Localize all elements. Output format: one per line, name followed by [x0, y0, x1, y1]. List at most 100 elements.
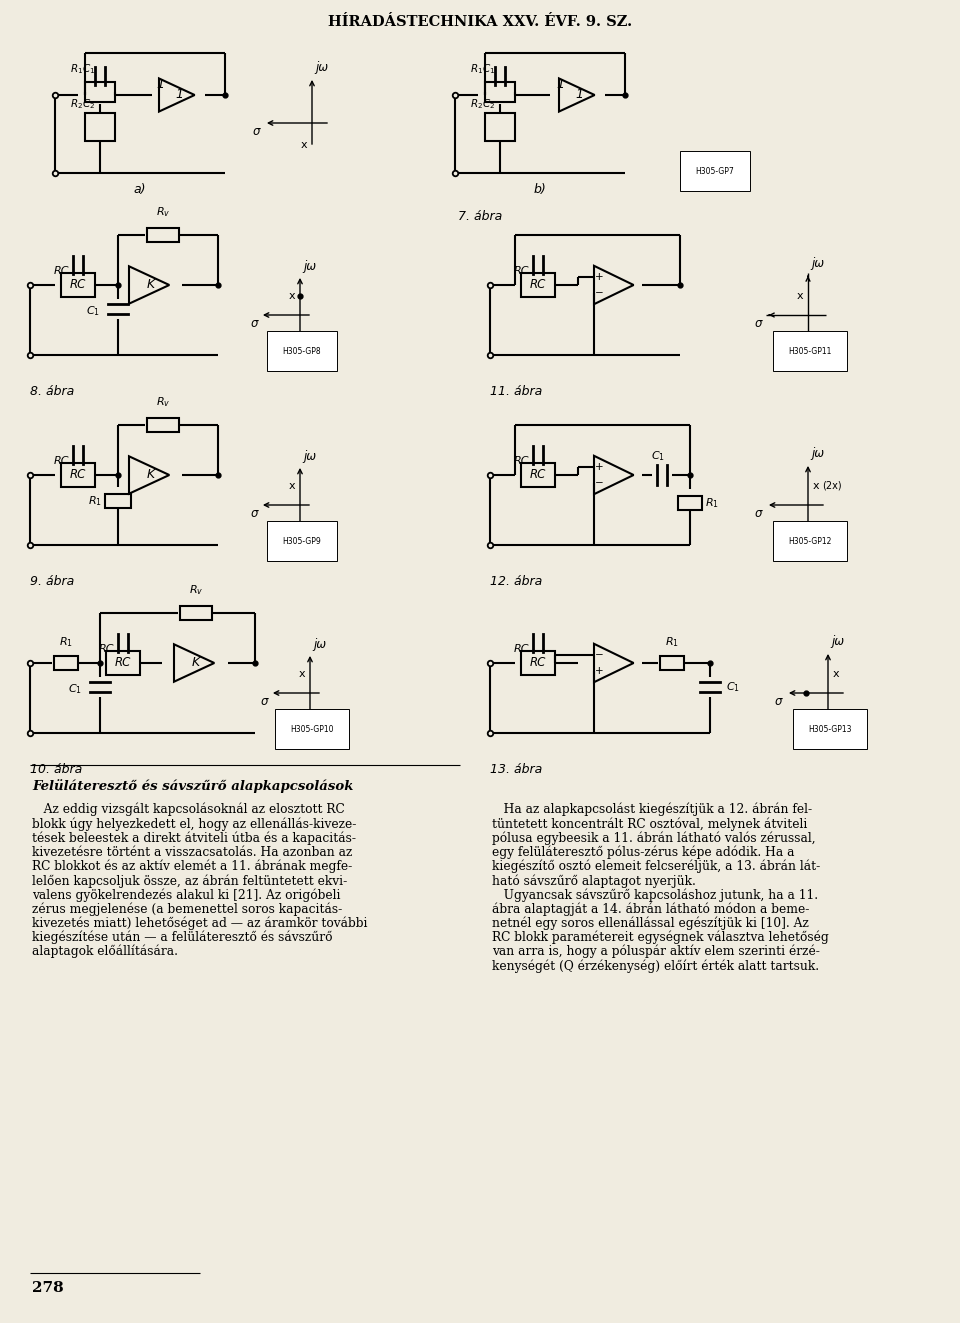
Text: a): a) [133, 183, 146, 196]
Text: +: + [594, 667, 603, 676]
Text: x: x [288, 291, 295, 302]
Text: −: − [594, 479, 604, 488]
Text: jω: jω [811, 447, 824, 460]
Text: K: K [147, 468, 156, 482]
Text: pólusa egybeesik a 11. ábrán látható valós zérussal,: pólusa egybeesik a 11. ábrán látható val… [492, 831, 816, 845]
Text: 8. ábra: 8. ábra [30, 385, 74, 398]
Text: $R_1$: $R_1$ [88, 493, 102, 508]
Text: ábra alaptagját a 14. ábrán látható módon a beme-: ábra alaptagját a 14. ábrán látható módo… [492, 902, 809, 916]
Text: zérus megjelenése (a bemenettel soros kapacitás-: zérus megjelenése (a bemenettel soros ka… [32, 902, 343, 916]
Text: $R_1C_1$: $R_1C_1$ [470, 62, 495, 75]
Text: tüntetett koncentrált RC osztóval, melynek átviteli: tüntetett koncentrált RC osztóval, melyn… [492, 818, 807, 831]
Text: σ: σ [755, 318, 762, 329]
Text: 1: 1 [576, 89, 584, 102]
Text: jω: jω [811, 257, 824, 270]
Text: σ: σ [260, 695, 268, 708]
Text: HÍRADÁSTECHNIKA XXV. ÉVF. 9. SZ.: HÍRADÁSTECHNIKA XXV. ÉVF. 9. SZ. [328, 15, 632, 29]
Bar [180, 606, 212, 620]
Text: $R_1$: $R_1$ [705, 496, 719, 509]
Text: x: x [299, 706, 305, 717]
Text: H305-GP12: H305-GP12 [788, 537, 831, 545]
Text: x: x [288, 482, 295, 491]
Text: H305-GP10: H305-GP10 [290, 725, 334, 733]
Text: RC: RC [115, 656, 132, 669]
Text: x: x [288, 329, 295, 339]
Text: b): b) [534, 183, 546, 196]
Text: jω: jω [303, 450, 316, 463]
Text: x: x [813, 482, 820, 491]
Text: $R_2C_2$: $R_2C_2$ [470, 97, 495, 111]
Text: $R_v$: $R_v$ [189, 583, 204, 597]
Text: 278: 278 [32, 1281, 63, 1295]
Text: RC: RC [530, 656, 546, 669]
Bar [521, 273, 555, 296]
Text: H305-GP8: H305-GP8 [282, 347, 322, 356]
Text: −: − [594, 650, 604, 660]
Text: σ: σ [775, 695, 782, 708]
Text: $R_2C_2$: $R_2C_2$ [70, 97, 96, 111]
Text: $C_1$: $C_1$ [726, 680, 740, 693]
Text: RC: RC [514, 456, 529, 466]
Text: Felüláteresztő és sávszűrő alapkapcsolások: Felüláteresztő és sávszűrő alapkapcsolás… [32, 779, 353, 792]
Text: σ: σ [755, 507, 762, 520]
Text: 9. ábra: 9. ábra [30, 576, 74, 587]
Text: 1: 1 [176, 89, 183, 102]
Text: $C_1$: $C_1$ [86, 304, 100, 318]
Bar [54, 656, 78, 669]
Text: x: x [300, 140, 307, 149]
Bar [660, 656, 684, 669]
Bar [106, 651, 140, 675]
Text: Ha az alapkapcsolást kiegészítjük a 12. ábrán fel-: Ha az alapkapcsolást kiegészítjük a 12. … [492, 803, 812, 816]
Text: $R_1$: $R_1$ [665, 635, 679, 650]
Text: RC: RC [514, 266, 529, 277]
Text: 10. ábra: 10. ábra [30, 763, 83, 777]
Text: kiegészítése után — a felüláteresztő és sávszűrő: kiegészítése után — a felüláteresztő és … [32, 931, 332, 945]
Text: tések beleestek a direkt átviteli útba és a kapacitás-: tések beleestek a direkt átviteli útba é… [32, 831, 356, 845]
Text: kiegészítő osztó elemeit felcseréljük, a 13. ábrán lát-: kiegészítő osztó elemeit felcseréljük, a… [492, 860, 820, 873]
Text: −: − [594, 288, 604, 299]
Text: x: x [816, 706, 823, 717]
Text: H305-GP13: H305-GP13 [808, 725, 852, 733]
Text: +: + [594, 271, 603, 282]
Text: RC: RC [53, 266, 69, 277]
Text: lelően kapcsoljuk össze, az ábrán feltüntetett ekvi-: lelően kapcsoljuk össze, az ábrán feltün… [32, 875, 348, 888]
Text: 11. ábra: 11. ábra [490, 385, 542, 398]
Text: $R_v$: $R_v$ [156, 396, 170, 409]
Text: $R_1$: $R_1$ [59, 635, 73, 650]
Bar [105, 493, 131, 508]
Text: σ: σ [251, 318, 258, 329]
Bar [147, 228, 179, 242]
Text: Ugyancsak sávszűrő kapcsoláshoz jutunk, ha a 11.: Ugyancsak sávszűrő kapcsoláshoz jutunk, … [492, 888, 818, 902]
Text: Az eddig vizsgált kapcsolásoknál az elosztott RC: Az eddig vizsgált kapcsolásoknál az elos… [32, 803, 345, 816]
Bar [147, 418, 179, 433]
Text: x: x [797, 519, 803, 529]
Text: RC: RC [70, 468, 86, 482]
Text: kivezetésre történt a visszacsatolás. Ha azonban az: kivezetésre történt a visszacsatolás. Ha… [32, 845, 352, 859]
Bar [521, 651, 555, 675]
Text: kivezetés miatt) lehetőséget ad — az áramkör további: kivezetés miatt) lehetőséget ad — az ára… [32, 917, 368, 930]
Text: σ: σ [251, 507, 258, 520]
Text: alaptagok előállítására.: alaptagok előállítására. [32, 945, 178, 958]
Text: $R_1C_1$: $R_1C_1$ [70, 62, 96, 75]
Text: H305-GP9: H305-GP9 [282, 537, 322, 545]
Text: RC blokk paramétereit egységnek választva lehetőség: RC blokk paramétereit egységnek választv… [492, 931, 828, 945]
Text: RC: RC [514, 644, 529, 654]
Text: 1: 1 [156, 78, 164, 91]
Text: RC blokkot és az aktív elemét a 11. ábrának megfe-: RC blokkot és az aktív elemét a 11. ábrá… [32, 860, 352, 873]
Text: jω: jω [831, 635, 844, 648]
Bar [521, 463, 555, 487]
Text: jω: jω [313, 638, 326, 651]
Text: $R_v$: $R_v$ [156, 205, 170, 220]
Text: σ: σ [252, 124, 260, 138]
Text: +: + [594, 462, 603, 471]
Text: 1: 1 [556, 78, 564, 91]
Text: $C_1$: $C_1$ [651, 450, 665, 463]
Text: jω: jω [303, 261, 316, 273]
Text: blokk úgy helyezkedett el, hogy az ellenállás-kiveze-: blokk úgy helyezkedett el, hogy az ellen… [32, 818, 356, 831]
Bar [85, 112, 115, 142]
Text: H305-GP11: H305-GP11 [788, 347, 831, 356]
Text: RC: RC [98, 644, 113, 654]
Text: van arra is, hogy a póluspár aktív elem szerinti érzé-: van arra is, hogy a póluspár aktív elem … [492, 945, 820, 958]
Bar [61, 273, 95, 296]
Bar [485, 82, 515, 102]
